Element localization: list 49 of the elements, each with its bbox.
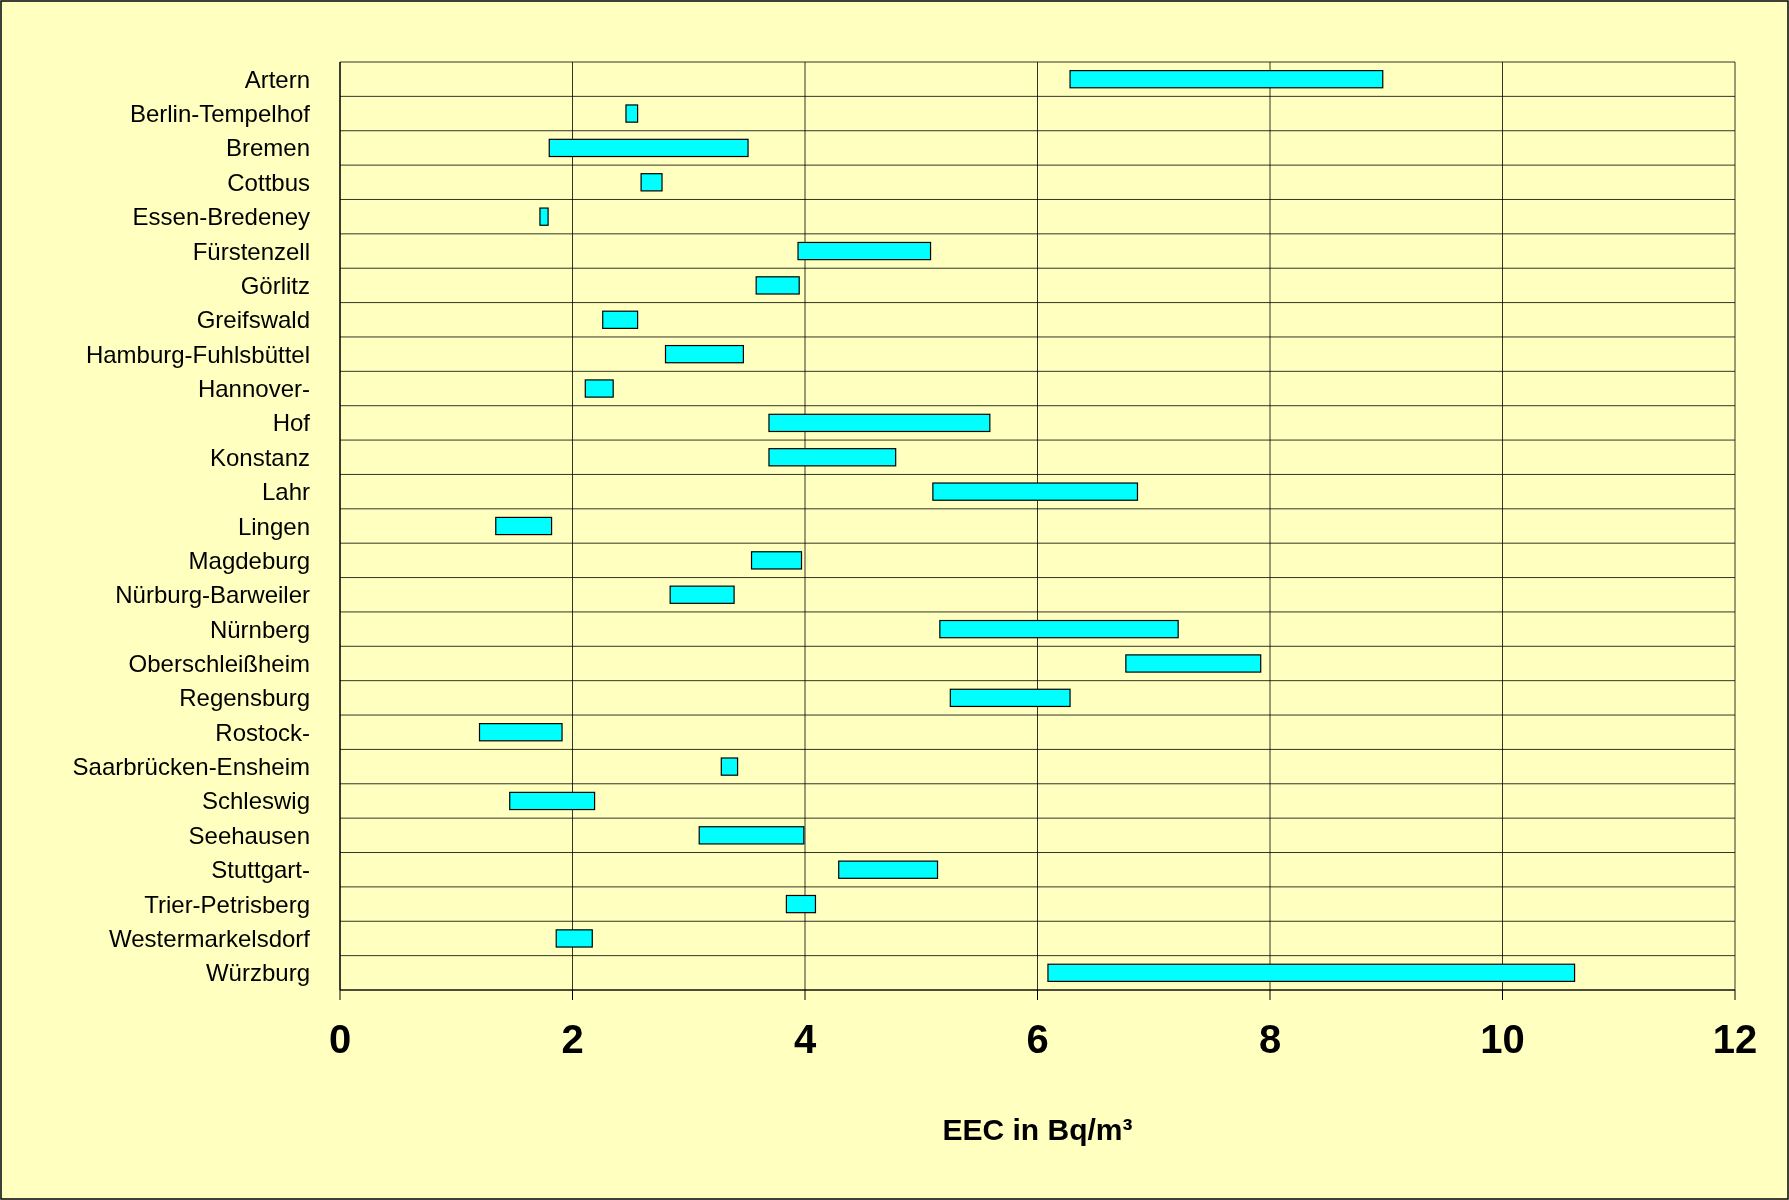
- y-tick-label: Nürburg-Barweiler: [115, 581, 310, 609]
- bar: [640, 173, 663, 192]
- bar: [755, 276, 800, 295]
- y-tick-label: Saarbrücken-Ensheim: [72, 753, 310, 781]
- y-tick-label: Schleswig: [201, 787, 310, 815]
- bar: [1125, 654, 1262, 673]
- y-tick-label: Lahr: [261, 478, 310, 506]
- bar: [720, 757, 739, 776]
- y-tick-label: Bremen: [225, 134, 310, 162]
- x-tick-label: 0: [328, 1017, 352, 1061]
- y-tick-label: Hamburg-Fuhlsbüttel: [85, 340, 310, 368]
- y-tick-label: Westermarkelsdorf: [109, 924, 311, 952]
- y-tick-label: Hof: [272, 409, 311, 437]
- y-tick-label: Konstanz: [209, 443, 310, 471]
- y-tick-label: Würzburg: [205, 959, 310, 987]
- y-tick-label: Hannover-: [197, 375, 310, 403]
- bar: [539, 207, 549, 226]
- bar: [669, 585, 735, 604]
- y-tick-label: Nürnberg: [209, 615, 310, 643]
- y-tick-label: Regensburg: [179, 684, 310, 712]
- bar: [664, 344, 744, 364]
- y-tick-label: Seehausen: [188, 821, 310, 849]
- y-tick-label: Fürstenzell: [192, 237, 310, 265]
- x-tick-label: 10: [1480, 1017, 1525, 1061]
- y-tick-label: Stuttgart-: [211, 856, 310, 884]
- y-tick-label: Lingen: [237, 512, 310, 540]
- x-tick-label: 2: [561, 1017, 584, 1061]
- y-tick-label: Cottbus: [227, 168, 310, 196]
- y-tick-label: Greifswald: [196, 306, 310, 334]
- y-tick-label: Oberschleißheim: [128, 649, 310, 677]
- y-tick-label: Artern: [244, 65, 310, 93]
- bar: [584, 379, 614, 398]
- y-tick-label: Essen-Bredeney: [132, 203, 310, 231]
- bar: [750, 551, 803, 570]
- bar: [495, 516, 553, 536]
- y-tick-label: Rostock-: [215, 718, 310, 746]
- bar: [602, 310, 639, 329]
- x-tick-label: 8: [1258, 1017, 1282, 1061]
- y-tick-label: Berlin-Tempelhof: [129, 100, 311, 128]
- x-tick-label: 4: [793, 1017, 817, 1061]
- x-tick-label: 12: [1712, 1017, 1758, 1061]
- y-tick-label: Trier-Petrisberg: [144, 890, 310, 918]
- x-tick-label: 6: [1026, 1017, 1049, 1061]
- y-tick-label: Magdeburg: [188, 546, 310, 574]
- x-axis-title: EEC in Bq/m³: [942, 1113, 1133, 1146]
- bar: [625, 104, 639, 123]
- y-tick-label: Görlitz: [240, 271, 310, 299]
- bar: [478, 723, 563, 742]
- bar: [838, 860, 939, 879]
